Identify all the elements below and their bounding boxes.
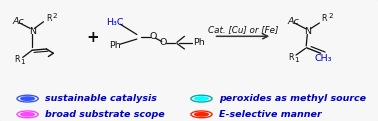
Text: 2: 2	[328, 13, 333, 19]
Text: Ph: Ph	[108, 42, 121, 50]
Text: sustainable catalysis: sustainable catalysis	[45, 94, 157, 103]
Text: peroxides as methyl source: peroxides as methyl source	[219, 94, 366, 103]
Text: 1: 1	[294, 57, 299, 63]
Text: 1: 1	[20, 59, 25, 65]
Circle shape	[17, 111, 38, 118]
Circle shape	[20, 112, 35, 117]
Circle shape	[17, 95, 38, 102]
Text: +: +	[86, 30, 99, 45]
Circle shape	[20, 96, 35, 101]
Text: R: R	[14, 55, 20, 64]
Text: R: R	[288, 53, 294, 62]
Text: O: O	[160, 38, 167, 47]
Text: R: R	[322, 14, 327, 23]
Text: Cat. [Cu] or [Fe]: Cat. [Cu] or [Fe]	[208, 25, 278, 34]
Text: 2: 2	[52, 13, 57, 19]
Text: O: O	[149, 32, 157, 41]
Circle shape	[194, 112, 209, 117]
Circle shape	[194, 96, 209, 101]
Text: Ph: Ph	[193, 38, 204, 47]
Text: R: R	[46, 14, 52, 23]
Text: H₃C: H₃C	[107, 18, 124, 27]
Text: E-selective manner: E-selective manner	[219, 110, 321, 119]
Text: Ac: Ac	[12, 17, 24, 26]
Text: N: N	[29, 27, 36, 36]
Text: CH₃: CH₃	[315, 54, 332, 63]
Circle shape	[191, 111, 212, 118]
Circle shape	[191, 95, 212, 102]
Text: Ac: Ac	[287, 17, 299, 26]
Text: broad substrate scope: broad substrate scope	[45, 110, 165, 119]
Text: N: N	[305, 27, 311, 36]
